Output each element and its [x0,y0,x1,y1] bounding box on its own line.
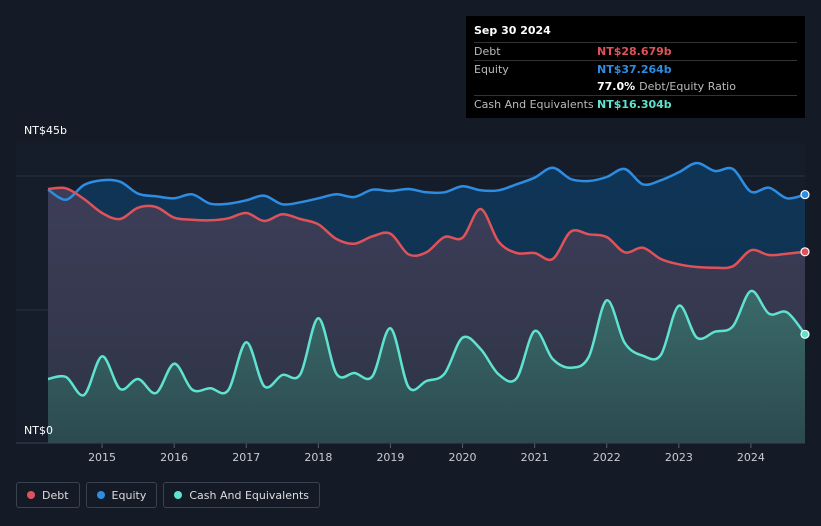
x-tick-label-2021: 2021 [521,451,549,464]
cash-area [48,290,805,443]
debt-dot-icon [27,491,35,499]
x-tick-label-2018: 2018 [304,451,332,464]
tooltip-row-cash: Cash And Equivalents NT$16.304b [474,95,797,113]
cash-dot-icon [174,491,183,499]
x-tick-label-2016: 2016 [160,451,188,464]
tooltip-ratio-label: Debt/Equity Ratio [639,80,736,93]
x-tick-label-2019: 2019 [376,451,404,464]
debt-endpoint-marker[interactable] [800,247,810,257]
x-tick-label-2017: 2017 [232,451,260,464]
tooltip-equity-label: Equity [474,63,509,76]
legend-item-debt[interactable]: Debt [16,482,80,508]
y-axis-top-label: NT$45b [24,124,67,137]
x-tick-label-2020: 2020 [449,451,477,464]
legend-item-equity[interactable]: Equity [85,482,158,508]
tooltip-debt-label: Debt [474,45,501,58]
x-tick-label-2024: 2024 [737,451,765,464]
legend-label-equity: Equity [111,488,147,502]
legend: Debt Equity Cash And Equivalents [16,482,320,508]
legend-label-debt: Debt [42,488,69,502]
debt-line [47,186,806,270]
tooltip-row-debt: Debt NT$28.679b [474,42,797,60]
legend-item-cash[interactable]: Cash And Equivalents [163,482,320,508]
tooltip-debt-value: NT$28.679b [597,45,672,58]
tooltip-ratio-value: 77.0% [597,80,636,93]
tooltip-row-ratio: 77.0% Debt/Equity Ratio [474,78,797,95]
equity-line [47,161,806,206]
tooltip-cash-value: NT$16.304b [597,98,672,111]
x-axis: 2015 2016 2017 2018 2019 2020 2021 2022 2023 2024 [16,442,805,464]
x-tick-label-2023: 2023 [665,451,693,464]
equity-dot-icon [96,491,105,499]
cash-line [47,289,806,397]
tooltip: Sep 30 2024 Debt NT$28.679b Equity NT$37… [466,16,805,118]
tooltip-equity-value: NT$37.264b [597,63,672,76]
equity-endpoint-marker[interactable] [800,189,810,200]
y-axis-bottom-label: NT$0 [24,424,53,437]
legend-label-cash: Cash And Equivalents [189,488,309,502]
cash-endpoint-marker[interactable] [800,329,810,339]
tooltip-cash-label: Cash And Equivalents [474,98,594,111]
x-tick-label-2022: 2022 [593,451,621,464]
tooltip-date: Sep 30 2024 [474,24,551,37]
x-tick-label-2015: 2015 [88,451,116,464]
tooltip-row-equity: Equity NT$37.264b [474,60,797,78]
